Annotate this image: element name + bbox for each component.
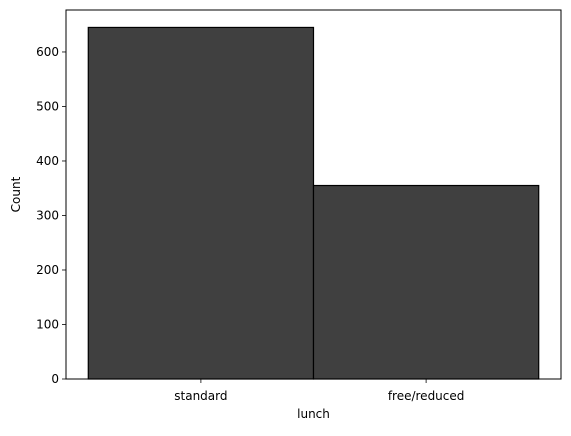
y-tick-label: 100	[36, 317, 59, 331]
y-tick-label: 400	[36, 154, 59, 168]
bar-standard	[88, 27, 313, 379]
y-tick-label: 500	[36, 99, 59, 113]
y-axis: 0 100 200 300 400 500 600	[36, 45, 66, 386]
x-axis-label: lunch	[297, 407, 330, 421]
y-tick-label: 600	[36, 45, 59, 59]
bars	[88, 27, 538, 379]
x-axis: standard free/reduced	[174, 379, 464, 403]
y-tick-label: 0	[51, 372, 59, 386]
x-tick-label: standard	[174, 389, 227, 403]
x-tick-label: free/reduced	[388, 389, 465, 403]
bar-free-reduced	[314, 186, 539, 379]
y-tick-label: 300	[36, 208, 59, 222]
y-axis-label: Count	[9, 176, 23, 212]
y-tick-label: 200	[36, 263, 59, 277]
